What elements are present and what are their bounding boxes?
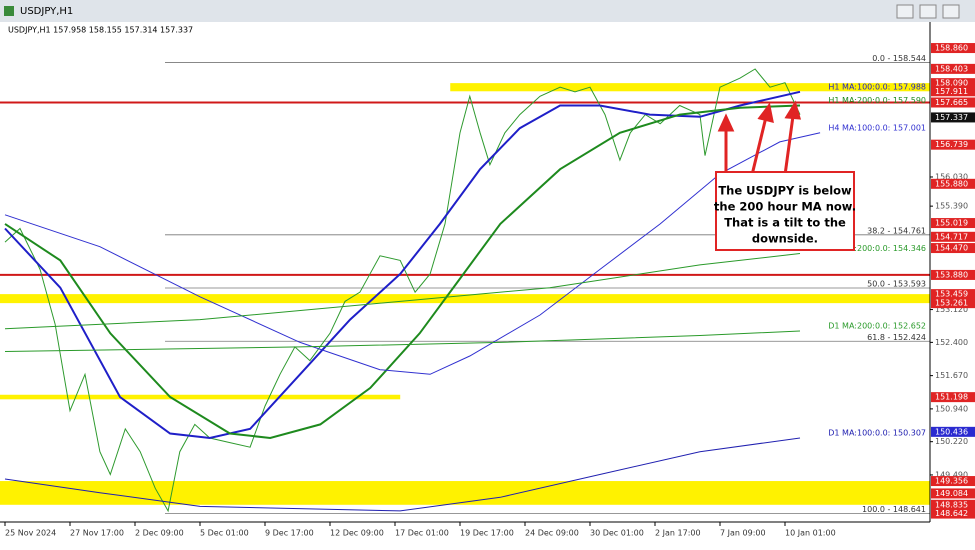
minimize-button[interactable] <box>896 4 914 19</box>
y-tick-label: 150.940 <box>935 404 968 413</box>
ma-label: D1 MA:100:0.0: 150.307 <box>828 429 926 438</box>
price-label: 157.665 <box>935 98 968 107</box>
price-label: 149.356 <box>935 477 968 486</box>
annotation-text: downside. <box>752 232 818 246</box>
fib-label: 50.0 - 153.593 <box>867 280 926 289</box>
fib-label: 38.2 - 154.761 <box>867 226 926 235</box>
level-band <box>0 294 930 304</box>
price-label: 153.459 <box>935 290 968 299</box>
price-label: 155.880 <box>935 179 968 188</box>
x-tick-label: 25 Nov 2024 <box>5 529 56 538</box>
price-label-bg <box>931 97 975 108</box>
y-tick-label: 149.490 <box>935 470 968 479</box>
price-label-bg <box>931 178 975 189</box>
price-label-bg <box>931 298 975 309</box>
price-label-bg <box>931 289 975 300</box>
price-label: 155.019 <box>935 219 968 228</box>
title-bar <box>0 0 975 22</box>
price-label: 158.860 <box>935 44 968 53</box>
x-tick-label: 17 Dec 01:00 <box>395 529 449 538</box>
price-label-bg <box>931 86 975 97</box>
price-label-bg <box>931 231 975 242</box>
y-tick-label: 156.030 <box>935 172 968 181</box>
price-label-bg <box>931 426 975 437</box>
level-band <box>450 83 930 92</box>
price-label: 157.911 <box>935 87 968 96</box>
price-label-bg <box>931 269 975 280</box>
price-label-bg <box>931 508 975 519</box>
ma-label: H4 MA:100:0.0: 157.001 <box>828 123 926 132</box>
app-icon <box>4 6 14 16</box>
series-line <box>4 437 801 512</box>
fib-label: 0.0 - 158.544 <box>872 54 926 63</box>
x-tick-label: 24 Dec 09:00 <box>525 529 579 538</box>
ma-label: H4 MA:200:0.0: 154.346 <box>828 244 926 253</box>
price-label: 158.090 <box>935 79 968 88</box>
price-label-bg <box>931 499 975 510</box>
close-button[interactable] <box>942 4 960 19</box>
price-label: 157.337 <box>935 113 968 122</box>
chart-header: USDJPY,H1 157.958 158.155 157.314 157.33… <box>8 26 193 35</box>
x-tick-label: 2 Jan 17:00 <box>655 529 701 538</box>
y-tick-label: 153.120 <box>935 305 968 314</box>
maximize-button[interactable] <box>919 4 937 19</box>
annotation-text: the 200 hour MA now. <box>714 200 856 214</box>
price-label-bg <box>931 112 975 123</box>
price-label: 148.642 <box>935 509 968 518</box>
x-tick-label: 27 Nov 17:00 <box>70 529 124 538</box>
y-tick-label: 150.220 <box>935 437 968 446</box>
plot-background <box>0 22 975 546</box>
annotation-text: That is a tilt to the <box>724 216 846 230</box>
y-tick-label: 155.390 <box>935 202 968 211</box>
price-label: 153.880 <box>935 270 968 279</box>
annotation-arrows <box>717 100 802 176</box>
x-tick-label: 5 Dec 01:00 <box>200 529 249 538</box>
price-label-bg <box>931 139 975 150</box>
price-label-bg <box>931 243 975 254</box>
price-label-bg <box>931 63 975 74</box>
price-label: 148.835 <box>935 500 968 509</box>
x-tick-label: 19 Dec 17:00 <box>460 529 514 538</box>
price-label-bg <box>931 392 975 403</box>
price-label: 154.717 <box>935 232 968 241</box>
series-line <box>4 104 801 440</box>
x-tick-label: 10 Jan 01:00 <box>785 529 836 538</box>
annotation-box <box>715 171 855 251</box>
series-line <box>4 253 801 330</box>
level-band <box>0 481 930 505</box>
x-tick-label: 30 Dec 01:00 <box>590 529 644 538</box>
price-label-bg <box>931 476 975 487</box>
fib-label: 100.0 - 148.641 <box>862 505 926 514</box>
price-label: 153.261 <box>935 299 968 308</box>
level-band <box>0 394 401 400</box>
x-tick-label: 7 Jan 09:00 <box>720 529 766 538</box>
price-label: 150.436 <box>935 427 968 436</box>
price-label-bg <box>931 78 975 89</box>
fib-label: 61.8 - 152.424 <box>867 333 926 342</box>
y-tick-label: 151.670 <box>935 371 968 380</box>
price-label: 149.084 <box>935 489 968 498</box>
x-tick-label: 9 Dec 17:00 <box>265 529 314 538</box>
y-tick-label: 152.400 <box>935 338 968 347</box>
x-tick-label: 2 Dec 09:00 <box>135 529 184 538</box>
price-label-bg <box>931 218 975 229</box>
price-label-bg <box>931 43 975 54</box>
price-label-bg <box>931 488 975 499</box>
price-label: 158.403 <box>935 64 968 73</box>
price-label: 151.198 <box>935 393 968 402</box>
ma-label: H1 MA:200:0.0: 157.590 <box>828 96 926 105</box>
price-label: 154.470 <box>935 244 968 253</box>
price-label: 156.739 <box>935 140 968 149</box>
ma-label: D1 MA:200:0.0: 152.652 <box>828 321 926 330</box>
series-line <box>4 90 801 440</box>
ma-label: H1 MA:100:0.0: 157.988 <box>828 82 926 91</box>
x-tick-label: 12 Dec 09:00 <box>330 529 384 538</box>
window-title: USDJPY,H1 <box>20 6 73 17</box>
series-line <box>4 330 801 352</box>
annotation-text: The USDJPY is below <box>718 184 852 198</box>
